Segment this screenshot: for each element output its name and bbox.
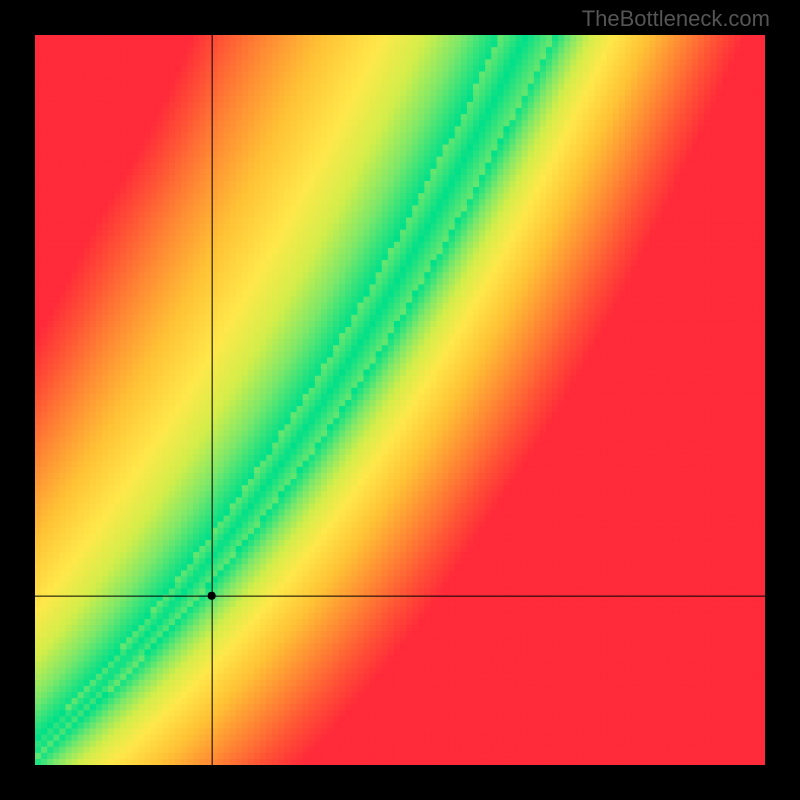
chart-container: TheBottleneck.com xyxy=(0,0,800,800)
heatmap-canvas xyxy=(35,35,765,765)
heatmap-plot xyxy=(35,35,765,765)
watermark-text: TheBottleneck.com xyxy=(582,6,770,32)
